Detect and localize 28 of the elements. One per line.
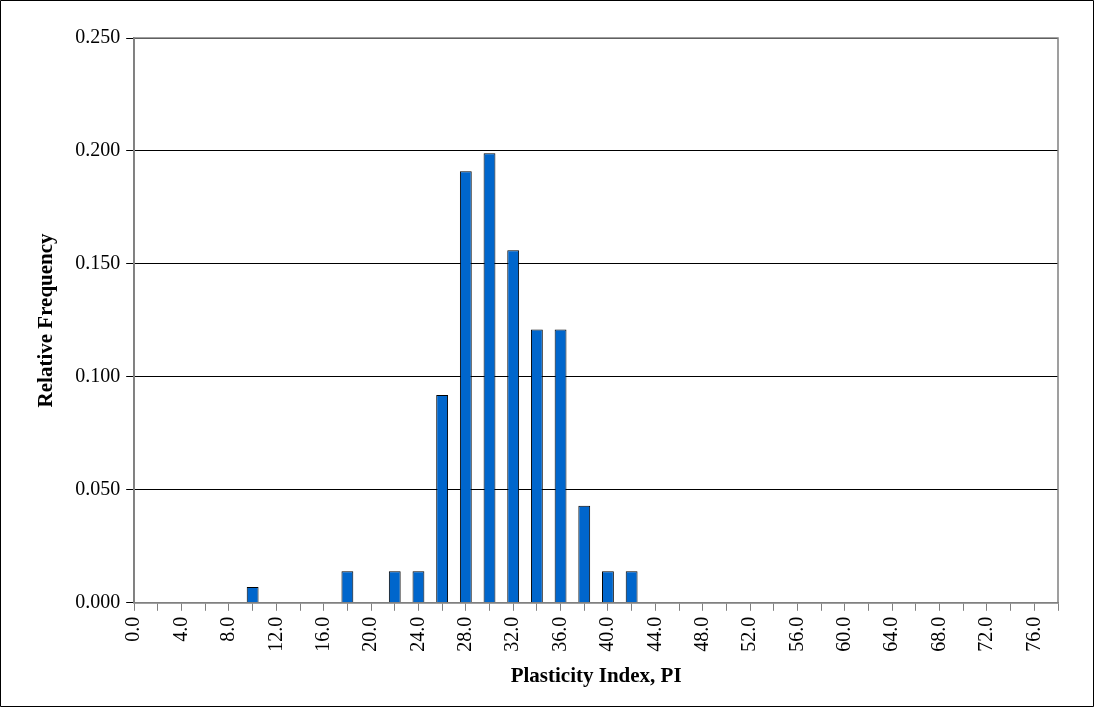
x-tick-label: 4.0 (168, 616, 191, 642)
y-tick-label: 0.000 (75, 590, 121, 613)
x-tick-label: 28.0 (453, 616, 476, 652)
x-tick-label: 40.0 (595, 616, 618, 652)
x-tick-label: 0.0 (121, 616, 144, 642)
x-tick-label: 20.0 (358, 616, 381, 652)
x-tick-label: 68.0 (926, 616, 949, 652)
x-tick-label: 12.0 (263, 616, 286, 652)
x-axis-title: Plasticity Index, PI (510, 662, 682, 687)
x-tick-label: 8.0 (216, 616, 239, 642)
x-tick-label: 48.0 (689, 616, 712, 652)
x-tick-label: 64.0 (879, 616, 902, 652)
x-tick-label: 60.0 (832, 616, 855, 652)
x-tick-label: 36.0 (547, 616, 570, 652)
y-tick-label: 0.050 (75, 477, 121, 500)
y-tick-label: 0.200 (75, 138, 121, 161)
y-tick-label: 0.250 (75, 25, 121, 48)
y-tick-label: 0.150 (75, 251, 121, 274)
x-tick-label: 72.0 (974, 616, 997, 652)
y-axis-title: Relative Frequency (33, 232, 58, 408)
x-tick-label: 24.0 (405, 616, 428, 652)
x-tick-label: 76.0 (1021, 616, 1044, 652)
x-tick-label: 32.0 (500, 616, 523, 652)
x-tick-label: 16.0 (310, 616, 333, 652)
y-tick-label: 0.100 (75, 364, 121, 387)
x-tick-label: 44.0 (642, 616, 665, 652)
x-tick-label: 56.0 (784, 616, 807, 652)
x-tick-label: 52.0 (737, 616, 760, 652)
